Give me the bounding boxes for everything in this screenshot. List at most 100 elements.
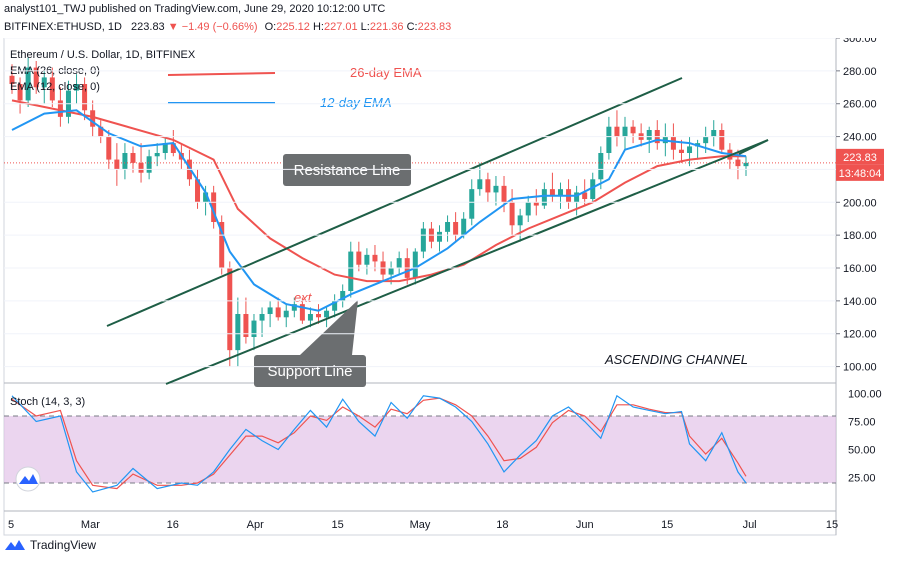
candle-body (49, 77, 55, 101)
candle-body (106, 136, 112, 160)
candle-body (445, 222, 451, 232)
candle-body (195, 179, 201, 203)
price-chart[interactable]: 26-day EMA 12-day EMA Resistance Line Su… (0, 38, 900, 538)
annotations-layer: 26-day EMA 12-day EMA Resistance Line Su… (167, 65, 748, 387)
time-tick-label: May (410, 519, 431, 531)
candle-body (138, 162, 144, 173)
candle-body (332, 300, 338, 311)
candle-body (211, 192, 217, 222)
candle-body (719, 130, 725, 150)
ema12-legend: EMA (12, close, 0) (10, 81, 100, 93)
time-tick-label: 15 (826, 519, 838, 531)
stoch-k-line (11, 394, 747, 493)
close-label: C: (406, 21, 418, 33)
stoch-legend: Stoch (14, 3, 3) (10, 396, 85, 408)
stoch-d-line (11, 397, 747, 490)
candle-body (219, 222, 225, 268)
candle-body (130, 153, 136, 163)
ascending-channel (106, 77, 769, 385)
price-tick-label: 180.00 (843, 230, 877, 242)
candle-body (388, 268, 394, 275)
candle-body (17, 84, 23, 101)
candle-body (590, 179, 596, 199)
high-label: H: (312, 21, 324, 33)
stray-ext-label: ext (294, 290, 313, 305)
candle-body (74, 84, 80, 91)
candle-body (33, 67, 39, 88)
candle-body (122, 153, 128, 170)
publisher-text: analyst101_TWJ published on TradingView.… (4, 3, 386, 15)
price-tick-label: 160.00 (843, 263, 877, 275)
candle-body (598, 153, 604, 180)
time-tick-label: 15 (331, 519, 343, 531)
candle-body (646, 130, 652, 140)
countdown-tag-box (836, 164, 884, 181)
down-arrow-icon: ▼ (167, 21, 179, 33)
candle-body (453, 222, 459, 236)
pattern-label: ASCENDING CHANNEL (604, 352, 748, 367)
candle-body (606, 126, 612, 153)
ema26-line (11, 99, 746, 283)
last-price-tag-box (836, 148, 884, 165)
candle-body (525, 202, 531, 216)
resistance-callout-box (283, 154, 411, 186)
candle-body (501, 185, 507, 203)
candle-body (307, 314, 313, 321)
candle-body (533, 202, 539, 206)
time-tick-label: 16 (167, 519, 179, 531)
candle-body (582, 192, 588, 199)
candle-body (170, 143, 176, 153)
tradingview-logo-icon (5, 540, 25, 550)
price-tick-label: 280.00 (843, 66, 877, 78)
settings-button-bg[interactable] (15, 466, 41, 492)
candle-body (203, 192, 209, 203)
candle-body (509, 202, 515, 226)
candle-body (372, 254, 378, 262)
candle-body (57, 100, 63, 117)
candle-body (711, 130, 717, 137)
candle-body (114, 159, 120, 170)
time-tick-label: Mar (81, 519, 100, 531)
candle-body (348, 251, 354, 291)
footer-brand[interactable]: TradingView (4, 538, 96, 552)
candles-layer (4, 57, 836, 367)
candle-body (477, 179, 483, 190)
candle-body (267, 307, 273, 314)
candle-body (25, 67, 31, 101)
price-axis-ticks: 100.00120.00140.00160.00180.00200.00220.… (4, 38, 877, 374)
candle-body (630, 126, 636, 134)
candle-body (41, 77, 47, 88)
chart-title: Ethereum / U.S. Dollar, 1D, BITFINEX (10, 49, 196, 61)
candle-body (259, 314, 265, 321)
time-tick-label: Jul (743, 519, 757, 531)
price-tick-label: 120.00 (843, 329, 877, 341)
ema12-line (11, 109, 747, 312)
candle-body (283, 310, 289, 318)
open-value: 225.12 (276, 21, 310, 33)
candle-body (324, 310, 330, 318)
low-label: L: (360, 21, 370, 33)
support-trendline[interactable] (165, 139, 769, 385)
candle-body (235, 314, 241, 351)
last-price: 223.83 (131, 21, 165, 33)
candle-body (243, 314, 249, 337)
stoch-band-fill (4, 415, 836, 484)
price-change: −1.49 (−0.66%) (181, 21, 258, 33)
time-tick-label: 15 (661, 519, 673, 531)
candle-body (461, 218, 467, 236)
candle-body (356, 251, 362, 265)
tradingview-mountain-icon (19, 474, 38, 484)
candle-body (541, 189, 547, 206)
stoch-tick-label: 100.00 (848, 389, 882, 401)
stoch-axis-ticks: 25.00 50.00 75.00 100.00 (848, 389, 882, 485)
candle-body (687, 146, 693, 153)
candle-body (316, 314, 322, 318)
countdown-tag-label: 13:48:04 (839, 168, 882, 180)
candle-body (670, 136, 676, 150)
candle-body (364, 254, 370, 265)
chart-settings-button[interactable] (15, 466, 41, 492)
high-value: 227.01 (323, 21, 358, 33)
price-tick-label: 240.00 (843, 132, 877, 144)
time-tick-label: 5 (8, 519, 14, 531)
candle-body (9, 75, 15, 84)
